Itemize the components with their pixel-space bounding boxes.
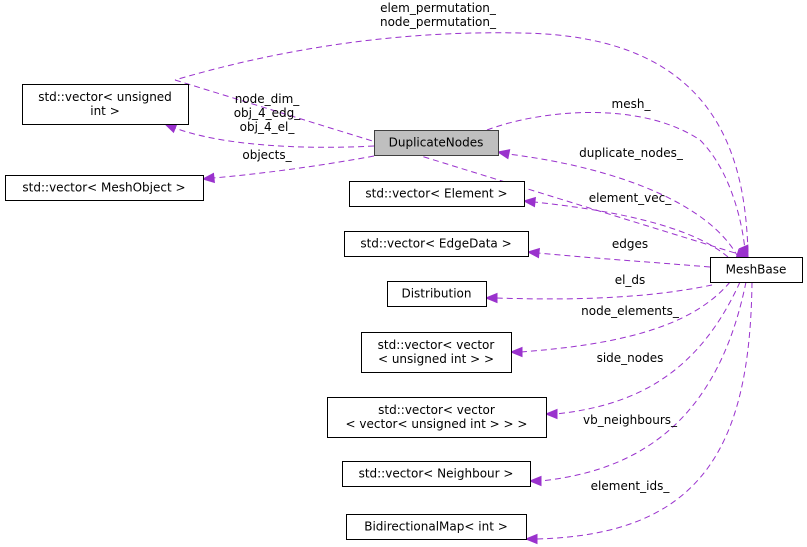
edge-line (495, 284, 713, 300)
class-node-vec_edgedata[interactable]: std::vector< EdgeData > (344, 231, 529, 257)
node-box (342, 461, 531, 487)
edge-line (174, 32, 749, 253)
node-box (327, 397, 547, 438)
node-box (346, 514, 527, 540)
class-node-mesh_base[interactable]: MeshBase (710, 257, 803, 283)
edge-label: edges (612, 237, 648, 251)
class-node-bidi_map[interactable]: BidirectionalMap< int > (346, 514, 527, 540)
edge-mesh_base-to-duplicate_nodes: duplicate_nodes_ (496, 146, 739, 258)
node-label: < unsigned int > > (378, 352, 494, 366)
arrowhead-icon (526, 247, 540, 259)
edge-mesh_base-to-distribution: el_ds (484, 273, 713, 304)
class-node-vec_vec_uint[interactable]: std::vector< vector< unsigned int > > (361, 332, 512, 373)
edge-label: mesh_ (612, 97, 652, 111)
edge-line (555, 281, 741, 415)
arrowhead-icon (524, 533, 538, 545)
edge-label: obj_4_edg_ (234, 106, 302, 120)
edge-label: element_ids_ (591, 479, 671, 493)
node-box (5, 175, 204, 201)
arrowhead-icon (509, 346, 523, 358)
edge-mesh_base-to-vec_uint: elem_permutation_node_permutation_ (174, 1, 750, 259)
edge-line (535, 281, 753, 540)
edge-line (539, 281, 747, 482)
edge-line (486, 112, 746, 251)
class-node-vec_vec_vec_uint[interactable]: std::vector< vector< vector< unsigned in… (327, 397, 547, 438)
node-label: < vector< unsigned int > > > (346, 417, 528, 431)
edge-mesh_base-to-vec_vec_vec_uint: side_nodes (544, 281, 741, 420)
arrowhead-icon (528, 475, 542, 487)
edge-label: objects_ (242, 148, 292, 162)
edge-label: elem_permutation_ (380, 1, 497, 15)
node-label: MeshBase (726, 263, 787, 277)
edge-label: obj_4_el_ (240, 120, 296, 134)
node-label: std::vector< Neighbour > (359, 467, 514, 481)
edge-mesh_base-to-bidi_map: element_ids_ (524, 281, 753, 545)
edge-duplicate_nodes-to-vec_uint: node_dim_obj_4_edg_obj_4_el_ (163, 92, 375, 148)
edge-duplicate_nodes-to-vec_meshobject: objects_ (201, 148, 375, 184)
edge-duplicate_nodes-to-mesh_base: mesh_ (486, 97, 749, 259)
node-box (361, 332, 512, 373)
node-label: Distribution (401, 287, 471, 301)
edge-label: vb_neighbours_ (583, 413, 678, 427)
node-label: std::vector< unsigned (38, 90, 172, 104)
node-label: std::vector< vector (378, 403, 495, 417)
arrowhead-icon (522, 196, 536, 208)
edge-line (533, 201, 729, 258)
node-box (344, 231, 529, 257)
class-node-duplicate_nodes[interactable]: DuplicateNodes (374, 130, 499, 156)
node-box (349, 181, 525, 207)
edge-line (174, 127, 375, 148)
edge-label: node_dim_ (235, 92, 301, 106)
class-node-vec_meshobject[interactable]: std::vector< MeshObject > (5, 175, 204, 201)
edge-label: node_permutation_ (380, 15, 497, 29)
edge-label: node_elements_ (581, 304, 680, 318)
class-node-vec_element[interactable]: std::vector< Element > (349, 181, 525, 207)
edge-line (212, 155, 375, 179)
class-node-vec_neighbour[interactable]: std::vector< Neighbour > (342, 461, 531, 487)
edge-line (537, 252, 711, 268)
node-label: std::vector< Element > (365, 187, 507, 201)
edge-label: duplicate_nodes_ (579, 146, 684, 160)
arrowhead-icon (738, 244, 749, 259)
arrowhead-icon (163, 123, 178, 134)
edge-mesh_base-to-vec_neighbour: vb_neighbours_ (528, 281, 747, 487)
edge-mesh_base-to-vec_edgedata: edges (526, 237, 711, 268)
arrowhead-icon (484, 292, 498, 304)
node-box (710, 257, 803, 283)
edge-line-end (174, 79, 738, 255)
arrowhead-icon (496, 149, 511, 160)
node-box (374, 130, 499, 156)
edge-mesh_base-to-vec_element: element_vec_ (522, 191, 729, 258)
arrowhead-icon (201, 172, 215, 184)
edge-label: element_vec_ (589, 191, 673, 205)
node-label: int > (90, 104, 120, 118)
edge-label: el_ds (615, 273, 646, 287)
arrowhead-icon (544, 408, 558, 420)
node-label: DuplicateNodes (389, 136, 484, 150)
node-label: BidirectionalMap< int > (364, 520, 508, 534)
node-label: std::vector< MeshObject > (22, 181, 185, 195)
class-node-distribution[interactable]: Distribution (387, 281, 487, 307)
edge-label: side_nodes (597, 351, 664, 365)
edge-line (507, 153, 739, 258)
node-box (22, 84, 189, 125)
node-box (387, 281, 487, 307)
node-label: std::vector< vector (378, 338, 495, 352)
edge-line (520, 281, 731, 353)
edge-mesh_base-to-vec_vec_uint: node_elements_ (509, 281, 731, 358)
node-label: std::vector< EdgeData > (360, 237, 511, 251)
